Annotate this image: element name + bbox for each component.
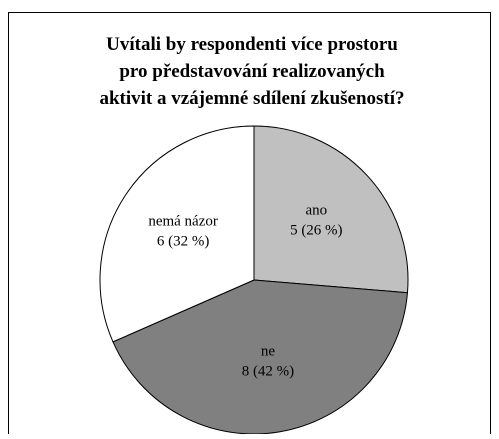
chart-title: aktivit a vzájemné sdílení zkušeností? <box>99 88 404 109</box>
chart-title: pro představování realizovaných <box>119 61 385 82</box>
slice-value-label: 8 (42 %) <box>242 364 295 380</box>
slice-category: nemá názor <box>148 214 218 230</box>
slice-value-label: 6 (32 %) <box>157 234 210 250</box>
slice-category: ne <box>261 344 276 360</box>
slice-category: ano <box>305 203 327 219</box>
slice-value-label: 5 (26 %) <box>290 223 343 239</box>
chart-title: Uvítali by respondenti více prostoru <box>106 34 398 55</box>
pie-slice <box>112 279 409 435</box>
pie-slice <box>99 125 255 343</box>
pie-slice <box>253 125 409 294</box>
